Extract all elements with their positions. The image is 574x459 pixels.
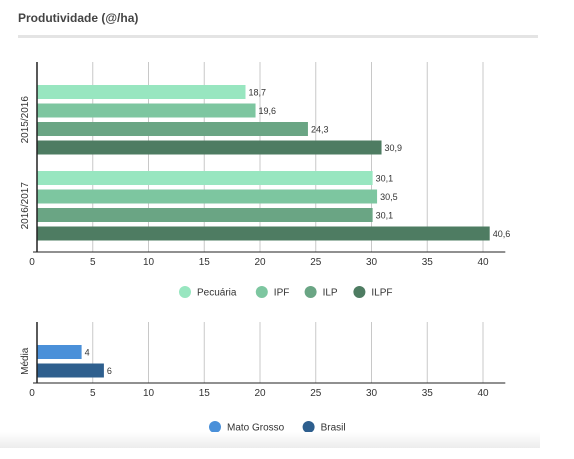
x-tick-label: 30 xyxy=(366,388,378,399)
x-tick-label: 35 xyxy=(422,388,434,399)
x-tick-label: 0 xyxy=(29,257,35,268)
legend-label: Brasil xyxy=(321,423,346,434)
title-divider xyxy=(18,35,538,38)
x-tick-label: 30 xyxy=(366,257,378,268)
data-label: 4 xyxy=(85,348,90,358)
legend-marker xyxy=(302,421,315,433)
legend-label: IPF xyxy=(274,288,290,299)
legend-marker xyxy=(353,286,366,298)
x-tick-label: 5 xyxy=(90,388,96,399)
x-tick-label: 0 xyxy=(29,388,35,399)
bar-ilp xyxy=(37,122,308,136)
legend-marker xyxy=(304,286,317,298)
x-tick-label: 40 xyxy=(477,388,489,399)
data-label: 24,3 xyxy=(311,125,329,135)
footer-shade xyxy=(0,432,540,448)
x-tick-label: 20 xyxy=(254,388,266,399)
x-tick-label: 10 xyxy=(143,257,155,268)
data-label: 18,7 xyxy=(249,88,267,98)
data-label: 30,9 xyxy=(385,143,403,153)
category-label: Média xyxy=(20,347,31,375)
data-label: 19,6 xyxy=(259,106,277,116)
legend-label: Mato Grosso xyxy=(227,423,285,434)
bar-ilpf xyxy=(37,140,382,155)
legend-label: Pecuária xyxy=(197,288,237,299)
x-tick-label: 15 xyxy=(199,257,211,268)
x-tick-label: 40 xyxy=(477,257,489,268)
page-title: Produtividade (@/ha) xyxy=(18,11,139,25)
category-label: 2015/2016 xyxy=(20,96,31,144)
legend-marker xyxy=(209,421,221,433)
bar-ipf xyxy=(37,103,256,118)
legend-marker xyxy=(179,286,191,298)
x-tick-label: 25 xyxy=(310,257,322,268)
category-label: 2016/2017 xyxy=(20,182,31,230)
bar-pecuária xyxy=(37,171,373,185)
data-label: 30,1 xyxy=(376,211,394,221)
data-label: 40,6 xyxy=(493,229,511,239)
x-tick-label: 35 xyxy=(422,257,434,268)
bar-ilpf xyxy=(37,226,490,241)
x-tick-label: 20 xyxy=(254,257,266,268)
data-label: 30,5 xyxy=(380,192,398,202)
bar-brasil xyxy=(37,363,104,378)
bar-ilp xyxy=(37,208,373,222)
data-label: 6 xyxy=(107,366,112,376)
x-tick-label: 15 xyxy=(199,388,211,399)
x-tick-label: 25 xyxy=(310,388,322,399)
legend-label: ILP xyxy=(323,288,338,299)
bar-mato-grosso xyxy=(37,345,82,359)
data-label: 30,1 xyxy=(376,174,394,184)
x-tick-label: 10 xyxy=(143,388,155,399)
legend-label: ILPF xyxy=(371,288,392,299)
legend-marker xyxy=(255,286,268,298)
bar-pecuária xyxy=(37,85,246,99)
bar-ipf xyxy=(37,189,378,204)
x-tick-label: 5 xyxy=(90,257,96,268)
